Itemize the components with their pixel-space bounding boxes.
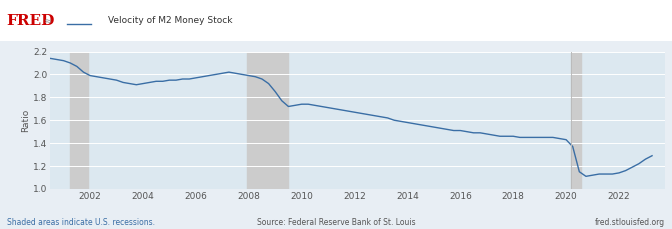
Text: Shaded areas indicate U.S. recessions.: Shaded areas indicate U.S. recessions. bbox=[7, 218, 155, 227]
Bar bbox=[247, 52, 288, 189]
Bar bbox=[571, 52, 581, 189]
Bar bbox=[71, 52, 88, 189]
Text: FRED: FRED bbox=[7, 14, 55, 28]
Text: fred.stlouisfed.org: fred.stlouisfed.org bbox=[595, 218, 665, 227]
Y-axis label: Ratio: Ratio bbox=[22, 109, 30, 132]
Text: Velocity of M2 Money Stock: Velocity of M2 Money Stock bbox=[108, 16, 232, 25]
Text: ≈: ≈ bbox=[44, 16, 52, 26]
Text: Source: Federal Reserve Bank of St. Louis: Source: Federal Reserve Bank of St. Loui… bbox=[257, 218, 415, 227]
